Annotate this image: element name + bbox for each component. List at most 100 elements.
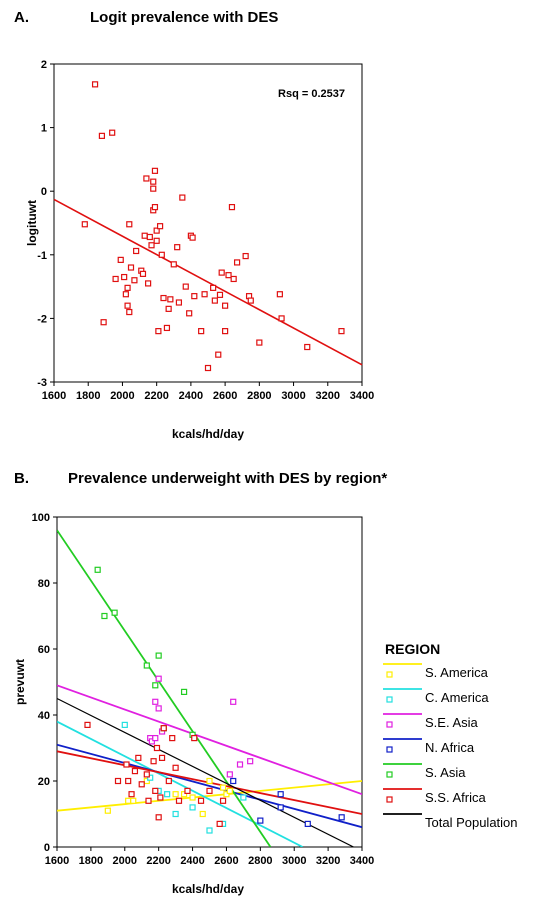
panel-a-data-point [222, 302, 229, 309]
panel-a-data-point [165, 305, 172, 312]
panel-a-data-point [150, 185, 157, 192]
x-tick-label: 1800 [79, 855, 103, 867]
data-point-s-s-africa [157, 794, 164, 801]
panel-b-x-axis-label: kcals/hd/day [172, 882, 244, 896]
x-tick-label: 2800 [247, 390, 271, 402]
data-point-s-s-africa [155, 814, 162, 821]
data-point-s-s-africa [138, 781, 145, 788]
panel-b-legend: REGION S. America C. America S.E. Asia N. A… [383, 641, 518, 830]
y-tick-label: -1 [37, 250, 47, 262]
data-point-s-s-africa [150, 758, 157, 765]
panel-a-data-point [151, 204, 159, 211]
x-tick-label: 2600 [213, 390, 237, 402]
y-tick-label: 0 [41, 186, 47, 198]
x-tick-label: 2800 [248, 855, 272, 867]
panel-a-data-point [151, 167, 159, 174]
panel-a-data-point [124, 302, 131, 309]
panel-a-data-point [100, 319, 107, 326]
data-point-s-america [172, 791, 179, 798]
data-point-s-s-africa [169, 734, 176, 742]
data-point-s-america [104, 807, 111, 814]
data-point-s-america [180, 791, 188, 798]
data-point-c-america [121, 721, 128, 729]
panel-a-data-point [256, 339, 263, 346]
panel-a-data-point [126, 221, 133, 228]
panel-b-label: B. [14, 470, 29, 487]
data-point-n-africa [304, 820, 311, 828]
fit-line-s-asia [57, 529, 272, 847]
data-point-s-america [206, 777, 213, 785]
panel-a-data-point [133, 247, 140, 255]
panel-a-data-point [211, 297, 218, 304]
panel-a-data-point [186, 310, 193, 317]
data-point-s-s-africa [135, 754, 142, 762]
data-point-c-america [147, 774, 154, 781]
panel-a-data-point [143, 175, 150, 182]
panel-a-title: Logit prevalence with DES [90, 9, 278, 26]
panel-a-y-axis-label: logituwt [25, 200, 39, 246]
y-tick-label: 2 [41, 59, 47, 71]
panel-a-fit-line [53, 198, 363, 366]
panel-a-data-point [230, 275, 237, 283]
legend-entry: C. America [425, 690, 489, 705]
panel-a-data-point [179, 194, 186, 201]
legend-entry: Total Population [425, 815, 518, 830]
panel-a-data-point [191, 293, 198, 300]
data-point-s-s-africa [197, 797, 205, 804]
x-tick-label: 3000 [281, 390, 305, 402]
data-point-s-s-africa [123, 761, 130, 768]
data-point-s-s-africa [165, 777, 172, 785]
data-point-c-america [206, 827, 213, 834]
data-point-s-america [130, 797, 137, 804]
data-point-s-e-asia [226, 771, 233, 778]
panel-a-data-point [109, 129, 116, 136]
panel-a-data-point [121, 273, 128, 281]
fit-line-s-e-asia [57, 684, 362, 796]
data-point-s-s-africa [172, 764, 179, 771]
data-point-n-africa [338, 814, 345, 821]
panel-a-data-point [158, 251, 165, 258]
panel-a-data-point [201, 291, 208, 298]
legend-swatch-marker [386, 796, 393, 803]
panel-a-data-point [204, 364, 212, 372]
legend-title: REGION [385, 641, 440, 657]
panel-a-label: A. [14, 9, 29, 26]
data-point-s-s-africa [125, 777, 132, 785]
data-point-s-s-africa [184, 787, 191, 795]
data-point-s-s-africa [191, 734, 198, 742]
panel-a-data-point [338, 328, 345, 335]
data-point-s-america [226, 787, 233, 795]
panel-a-data-point [163, 324, 171, 332]
panel-a-data-point [91, 81, 99, 88]
panel-a-data-point [160, 294, 167, 302]
panel-a-data-point [304, 343, 311, 351]
y-tick-label: -2 [37, 313, 47, 325]
panel-a-plot-frame [53, 63, 363, 383]
panel-a-data-point [210, 284, 217, 291]
data-point-s-e-asia [148, 738, 155, 745]
panel-a-data-point [98, 132, 106, 139]
data-point-s-e-asia [152, 698, 159, 705]
panel-a-data-point [233, 259, 241, 266]
panel-a-x-axis-label: kcals/hd/day [172, 427, 244, 441]
data-point-s-s-africa [143, 771, 150, 778]
panel-a-x-ticks: 1600 1800 2000 2200 2400 2600 2800 3000 3200 3400 [42, 382, 374, 402]
data-point-s-america [219, 784, 227, 791]
data-point-s-asia [143, 662, 150, 669]
panel-a-data-point [117, 256, 124, 263]
data-point-c-america [240, 794, 247, 801]
panel-a-data-point [198, 328, 205, 335]
y-tick-label: 60 [38, 644, 50, 656]
data-point-s-asia [111, 609, 118, 616]
data-point-s-s-africa [114, 777, 122, 785]
x-tick-label: 3200 [316, 390, 340, 402]
data-point-s-s-africa [175, 797, 183, 804]
data-point-s-america [125, 797, 132, 804]
data-point-s-e-asia [155, 705, 162, 712]
panel-a-data-point [146, 233, 153, 241]
data-point-s-america [189, 794, 196, 801]
data-point-c-america [164, 791, 171, 798]
legend-swatch-marker [386, 746, 393, 753]
panel-a-data-point [276, 291, 283, 298]
data-point-s-e-asia [152, 734, 159, 742]
